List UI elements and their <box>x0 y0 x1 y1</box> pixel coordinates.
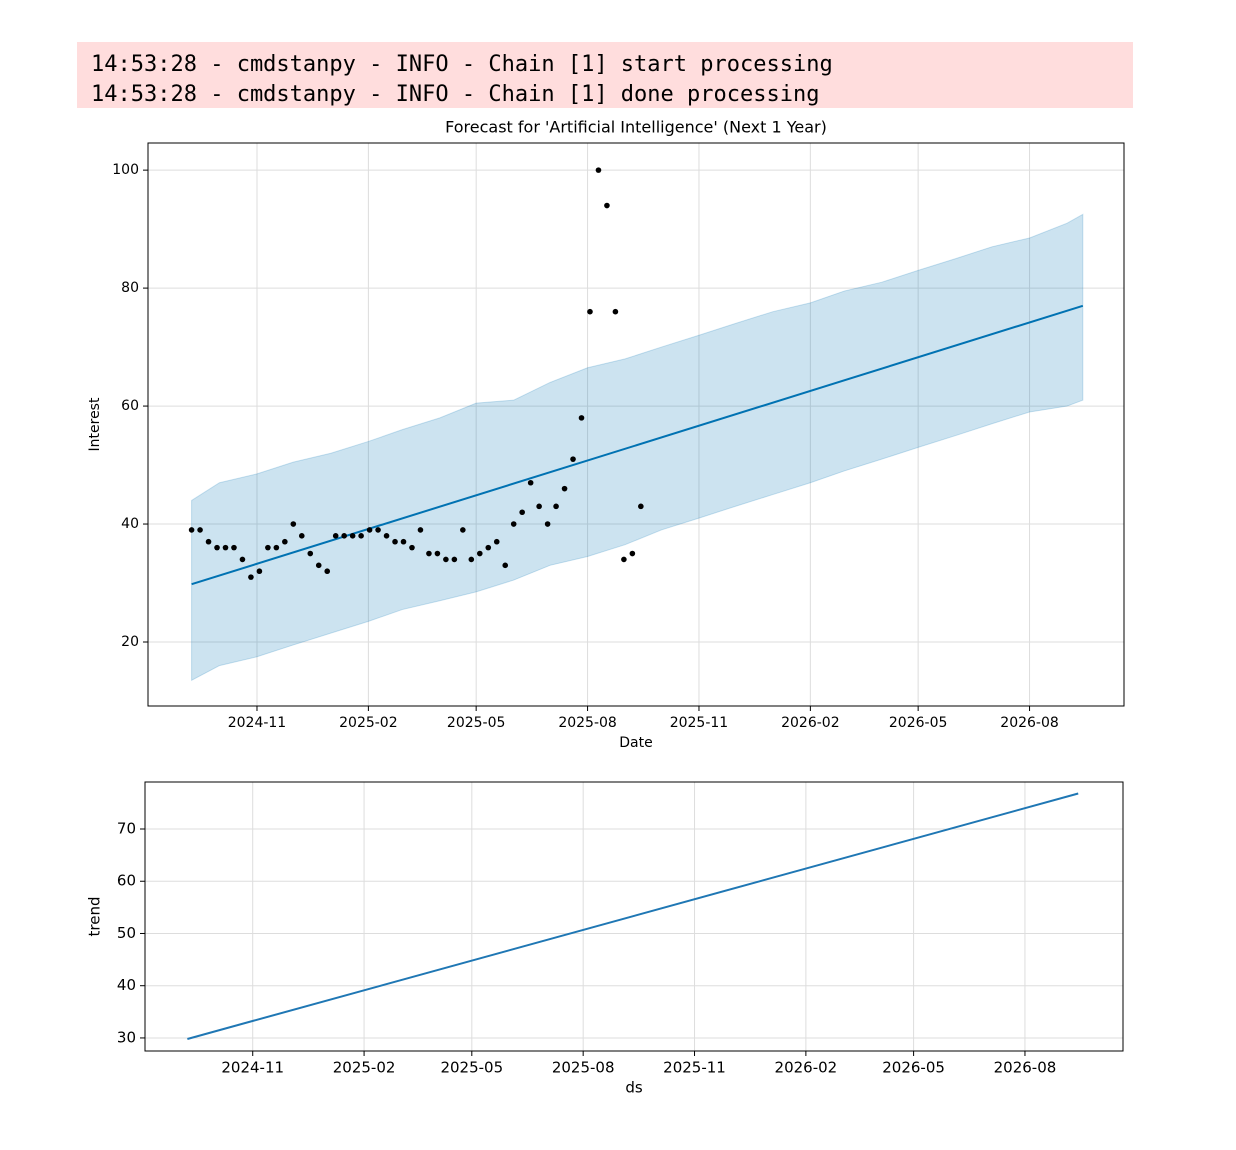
data-point <box>239 556 246 563</box>
data-point <box>358 533 364 539</box>
y-tick-label: 40 <box>117 976 136 994</box>
data-point <box>502 562 509 569</box>
data-point <box>256 568 263 575</box>
x-tick-label: 2025-11 <box>670 715 729 731</box>
data-point <box>587 308 593 315</box>
data-point <box>578 415 585 421</box>
data-point <box>324 568 331 575</box>
log-line: 14:53:28 - cmdstanpy - INFO - Chain [1] … <box>91 52 833 77</box>
data-point <box>222 544 229 551</box>
axes-frame <box>147 142 1125 707</box>
x-axis-label: Date <box>619 735 652 751</box>
chart-title: Forecast for 'Artificial Intelligence' (… <box>445 118 827 137</box>
data-point <box>282 538 288 545</box>
data-point <box>629 550 636 557</box>
x-tick-label: 2026-05 <box>882 1059 945 1077</box>
log-output: 14:53:28 - cmdstanpy - INFO - Chain [1] … <box>77 42 1133 108</box>
data-point <box>197 527 203 533</box>
x-tick-label: 2025-02 <box>339 715 398 731</box>
data-point <box>205 538 212 545</box>
x-tick-label: 2024-11 <box>221 1059 284 1077</box>
y-tick-label: 60 <box>121 398 139 414</box>
data-point <box>265 544 271 551</box>
data-point <box>443 556 449 563</box>
data-point <box>553 503 559 510</box>
y-tick-label: 60 <box>117 872 136 890</box>
data-point <box>366 527 373 533</box>
data-point <box>231 544 237 551</box>
y-tick-label: 40 <box>121 516 139 532</box>
x-tick-label: 2025-02 <box>333 1059 396 1077</box>
data-point <box>544 521 551 527</box>
y-tick-label: 70 <box>117 820 136 838</box>
data-point <box>332 533 339 539</box>
data-point <box>315 562 322 569</box>
data-point <box>248 574 254 580</box>
data-point <box>536 503 542 510</box>
forecast-line <box>187 792 1079 1040</box>
data-point <box>510 521 517 527</box>
data-point <box>561 485 568 492</box>
data-point <box>298 533 305 539</box>
x-tick-label: 2026-05 <box>889 715 948 731</box>
x-tick-label: 2024-11 <box>228 715 287 731</box>
data-point <box>290 521 297 527</box>
y-axis-label: trend <box>86 897 104 937</box>
data-point <box>493 538 500 545</box>
data-point <box>485 544 492 551</box>
x-axis-label: ds <box>625 1079 643 1097</box>
x-tick-label: 2025-08 <box>552 1059 615 1077</box>
data-point <box>341 533 347 539</box>
x-tick-label: 2026-08 <box>1000 715 1059 731</box>
data-point <box>527 479 534 486</box>
x-tick-label: 2025-05 <box>447 715 506 731</box>
data-point <box>476 550 483 557</box>
data-point <box>409 544 415 551</box>
data-point <box>595 167 602 173</box>
data-point <box>519 509 525 516</box>
data-point <box>460 527 466 533</box>
data-point <box>417 527 424 533</box>
data-point <box>214 544 220 551</box>
uncertainty-band <box>191 213 1084 682</box>
data-point <box>451 556 458 563</box>
data-point <box>307 550 314 557</box>
data-point <box>188 527 195 533</box>
data-point <box>434 550 441 557</box>
data-point <box>468 556 475 563</box>
data-point <box>349 533 356 539</box>
data-point <box>392 538 398 545</box>
y-tick-label: 80 <box>121 280 139 296</box>
data-point <box>612 308 619 315</box>
y-tick-label: 30 <box>117 1028 136 1046</box>
data-point <box>570 456 576 462</box>
axes-frame <box>144 781 1124 1052</box>
x-tick-label: 2026-08 <box>994 1059 1057 1077</box>
forecast-line <box>191 304 1084 586</box>
x-tick-label: 2025-11 <box>663 1059 726 1077</box>
y-tick-label: 20 <box>121 634 139 650</box>
x-tick-label: 2026-02 <box>781 715 840 731</box>
data-point <box>621 556 627 563</box>
x-tick-label: 2025-08 <box>558 715 617 731</box>
data-point <box>273 544 280 551</box>
data-point <box>375 527 381 533</box>
data-point <box>383 533 390 539</box>
y-axis-label: Interest <box>87 397 103 451</box>
x-tick-label: 2026-02 <box>775 1059 838 1077</box>
data-point <box>400 538 407 545</box>
data-point <box>638 503 644 510</box>
log-line: 14:53:28 - cmdstanpy - INFO - Chain [1] … <box>91 82 820 107</box>
data-point <box>604 202 610 209</box>
y-tick-label: 50 <box>117 924 136 942</box>
x-tick-label: 2025-05 <box>440 1059 503 1077</box>
y-tick-label: 100 <box>112 162 139 178</box>
data-point <box>426 550 432 557</box>
